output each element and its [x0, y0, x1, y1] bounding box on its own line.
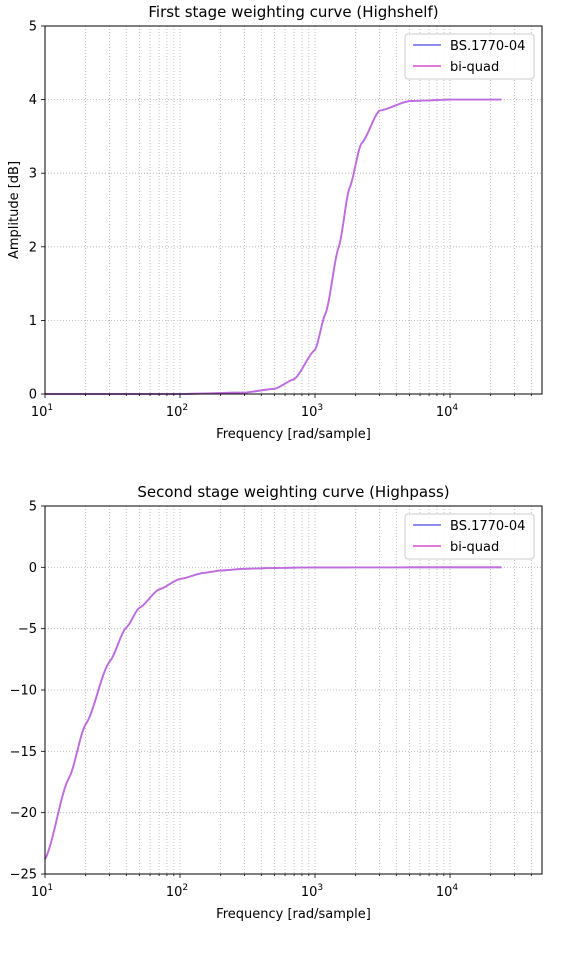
x-tick-label: 104: [436, 403, 459, 420]
x-tick-label: 102: [166, 403, 188, 420]
x-tick-exponent: 1: [47, 403, 53, 413]
x-tick-base: 10: [301, 405, 318, 420]
x-tick-label: 101: [31, 403, 53, 420]
legend: BS.1770-04 bi-quad: [404, 513, 535, 560]
x-tick-label: 101: [31, 883, 53, 900]
x-axis-label: Frequency [rad/sample]: [216, 907, 371, 922]
chart-title: Second stage weighting curve (Highpass): [137, 483, 449, 501]
x-tick-exponent: 1: [47, 883, 53, 893]
y-tick-label: 5: [29, 20, 37, 35]
x-tick-label: 103: [301, 883, 323, 900]
y-tick-label: −15: [10, 745, 37, 760]
x-tick-label: 103: [301, 403, 323, 420]
x-tick-exponent: 2: [182, 403, 188, 413]
legend: BS.1770-04 bi-quad: [404, 33, 535, 80]
legend-label: BS.1770-04: [450, 39, 525, 54]
y-tick-label: 5: [29, 500, 37, 515]
chart-title: First stage weighting curve (Highshelf): [148, 3, 438, 21]
x-tick-label: 104: [436, 883, 459, 900]
x-tick-exponent: 2: [182, 883, 188, 893]
legend-label: bi-quad: [450, 540, 499, 555]
y-tick-label: 3: [29, 167, 37, 182]
axes-frame: [44, 25, 543, 395]
series-line-2: [44, 566, 502, 860]
y-tick-label: 2: [29, 240, 37, 255]
y-tick-label: 1: [29, 314, 37, 329]
y-tick-label: 4: [29, 93, 37, 108]
x-tick-base: 10: [166, 885, 183, 900]
x-tick-base: 10: [301, 885, 318, 900]
y-tick-label: 0: [29, 388, 37, 403]
x-tick-base: 10: [31, 405, 48, 420]
x-tick-label: 102: [166, 883, 188, 900]
axes-frame: [44, 505, 543, 875]
x-tick-base: 10: [436, 405, 453, 420]
x-tick-exponent: 3: [317, 883, 323, 893]
series-line-1: [44, 566, 502, 860]
x-tick-base: 10: [31, 885, 48, 900]
x-tick-exponent: 4: [452, 403, 458, 413]
y-tick-label: −25: [10, 868, 37, 883]
y-tick-label: 0: [29, 561, 37, 576]
y-tick-label: −20: [10, 806, 37, 821]
x-tick-base: 10: [166, 405, 183, 420]
y-tick-label: −10: [10, 684, 37, 699]
x-tick-base: 10: [436, 885, 453, 900]
x-tick-exponent: 4: [452, 883, 458, 893]
y-tick-label: −5: [18, 622, 37, 637]
x-tick-exponent: 3: [317, 403, 323, 413]
x-axis-label: Frequency [rad/sample]: [216, 427, 371, 442]
y-axis-label: Amplitude [dB]: [7, 161, 22, 259]
legend-label: bi-quad: [450, 60, 499, 75]
legend-label: BS.1770-04: [450, 519, 525, 534]
series-line-2: [45, 98, 502, 395]
